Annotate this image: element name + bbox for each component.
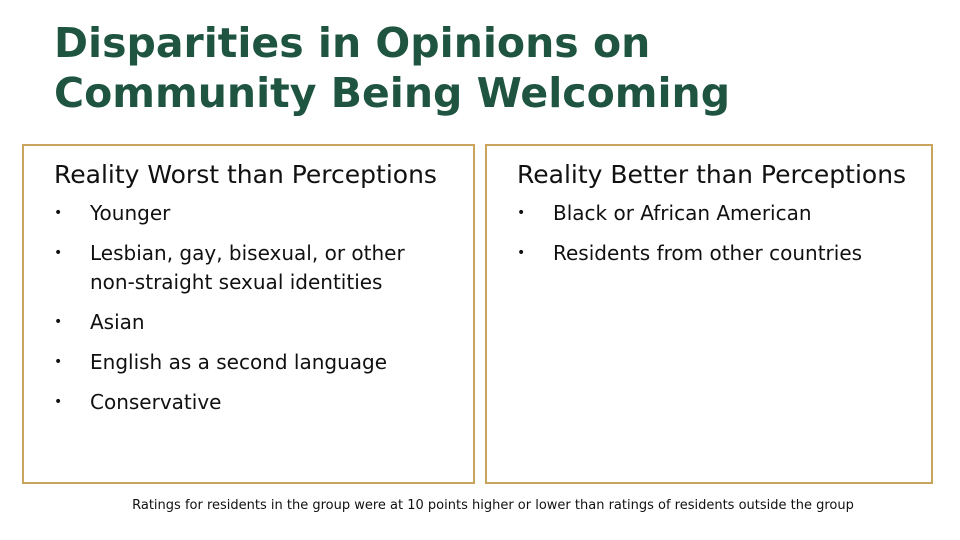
- bullet-item: Conservative: [54, 388, 430, 417]
- bullet-item: Black or African American: [517, 199, 893, 228]
- bullet-list: Black or African American Residents from …: [517, 199, 931, 268]
- title: Disparities in Opinions on Community Bei…: [54, 19, 731, 117]
- bullet-list: Younger Lesbian, gay, bisexual, or other …: [54, 199, 473, 417]
- panel-heading: Reality Worst than Perceptions: [54, 160, 437, 189]
- bullet-item: Lesbian, gay, bisexual, or other non-str…: [54, 239, 430, 297]
- bullet-item: Younger: [54, 199, 430, 228]
- panel: Reality Better than Perceptions Black or…: [485, 144, 933, 484]
- bullet-item: Residents from other countries: [517, 239, 893, 268]
- panel: Reality Worst than Perceptions Younger Le…: [22, 144, 475, 484]
- footnote: Ratings for residents in the group were …: [132, 498, 854, 513]
- panel-heading: Reality Better than Perceptions: [517, 160, 907, 189]
- bullet-item: English as a second language: [54, 348, 430, 377]
- bullet-item: Asian: [54, 308, 430, 337]
